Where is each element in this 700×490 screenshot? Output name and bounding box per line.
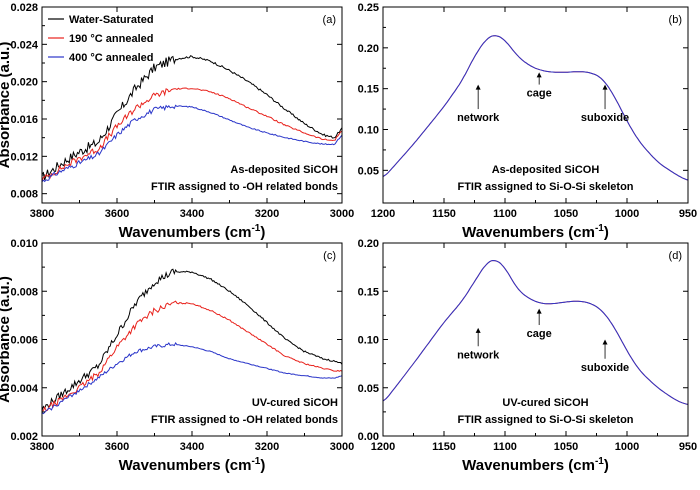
peak-label: network	[457, 349, 500, 361]
x-tick-label: 3800	[30, 208, 54, 220]
series-line-1	[42, 300, 342, 412]
x-axis-title: Wavenumbers (cm-1)	[119, 223, 266, 241]
x-tick-label: 1000	[615, 208, 639, 220]
x-axis-title: Wavenumbers (cm-1)	[462, 223, 609, 241]
x-tick-label: 3800	[30, 441, 54, 453]
y-tick-label: 0.15	[358, 84, 379, 96]
x-tick-label: 1100	[493, 441, 517, 453]
series-line-2	[42, 104, 342, 183]
annotation-text: FTIR assigned to Si-O-Si skeleton	[457, 181, 633, 193]
x-tick-label: 1200	[371, 208, 395, 220]
chart-panel-c: 3800 3600 3400 3200 3000 0.002 0.004 0.006 0.008…	[0, 238, 354, 474]
y-tick-label: 0.10	[358, 335, 379, 347]
x-tick-label: 950	[679, 208, 697, 220]
y-tick-label: 0.05	[358, 165, 379, 177]
label-arrowhead	[536, 72, 542, 78]
annotation-text: FTIR assigned to Si-O-Si skeleton	[457, 414, 633, 426]
y-tick-label: 0.028	[10, 2, 38, 14]
series-line-1	[383, 35, 688, 181]
peak-label: cage	[527, 328, 552, 340]
x-tick-label: 3000	[330, 208, 354, 220]
x-tick-label: 3000	[330, 441, 354, 453]
y-axis-title: Absorbance (a.u.)	[0, 42, 13, 169]
series-line-0	[42, 55, 342, 181]
peak-label: cage	[527, 88, 552, 100]
x-axis-title: Wavenumbers (cm-1)	[119, 456, 266, 474]
x-tick-label: 1050	[554, 208, 578, 220]
y-tick-label: 0.25	[358, 2, 379, 14]
y-tick-label: 0.15	[358, 286, 379, 298]
panel-label: (d)	[669, 250, 682, 262]
x-tick-label: 1200	[371, 441, 395, 453]
y-tick-label: 0.010	[10, 238, 38, 250]
series-line-1	[42, 87, 342, 183]
annotation-text: FTIR assigned to -OH related bonds	[151, 414, 338, 426]
peak-label: suboxide	[581, 362, 629, 374]
x-tick-label: 1150	[432, 441, 456, 453]
y-tick-label: 0.020	[10, 77, 38, 89]
x-tick-label: 1000	[615, 441, 639, 453]
y-tick-label: 0.016	[10, 114, 38, 126]
annotation-text: As-deposited SiCOH	[492, 164, 600, 176]
chart-panel-a: 3800 3600 3400 3200 3000 0.008 0.012 0.016 0.020…	[0, 2, 354, 241]
x-axis-title: Wavenumbers (cm-1)	[462, 456, 609, 474]
x-tick-label: 1100	[493, 208, 517, 220]
x-tick-label: 3400	[180, 208, 204, 220]
x-tick-label: 3200	[255, 441, 279, 453]
label-arrowhead	[602, 339, 608, 345]
label-arrowhead	[536, 308, 542, 314]
x-tick-label: 3600	[105, 208, 129, 220]
legend-entry: 190 °C annealed	[69, 33, 154, 45]
legend-entry: 400 °C annealed	[69, 52, 154, 64]
label-arrowhead	[475, 84, 481, 90]
legend-entry: Water-Saturated	[69, 14, 154, 26]
y-tick-label: 0.012	[10, 151, 38, 163]
y-tick-label: 0.024	[10, 39, 38, 51]
panel-label: (a)	[323, 14, 336, 26]
chart-panel-b: 1200 1150 1100 1050 1000 950 0.05 0.10 0.15 0.20 0…	[358, 2, 698, 241]
series-line-1	[383, 259, 688, 405]
label-arrowhead	[475, 327, 481, 333]
peak-label: network	[457, 112, 500, 124]
y-axis-title: Absorbance (a.u.)	[0, 276, 13, 403]
chart-panel-d: 1200 1150 1100 1050 1000 950 0.00 0.05 0.10 0.15 0…	[358, 238, 698, 474]
peak-label: suboxide	[581, 112, 629, 124]
y-tick-label: 0.05	[358, 383, 379, 395]
y-tick-label: 0.008	[10, 189, 38, 201]
y-tick-label: 0.006	[10, 335, 38, 347]
y-tick-label: 0.002	[10, 431, 38, 443]
annotation-text: UV-cured SiCOH	[252, 397, 338, 409]
x-tick-label: 1050	[554, 441, 578, 453]
x-tick-label: 3200	[255, 208, 279, 220]
y-tick-label: 0.10	[358, 125, 379, 137]
x-tick-label: 3400	[180, 441, 204, 453]
series-line-0	[42, 268, 342, 411]
annotation-text: FTIR assigned to -OH related bonds	[151, 181, 338, 193]
label-arrowhead	[602, 84, 608, 90]
y-tick-label: 0.00	[358, 431, 379, 443]
y-tick-label: 0.004	[10, 383, 38, 395]
annotation-text: As-deposited SiCOH	[230, 164, 338, 176]
annotation-text: UV-cured SiCOH	[502, 397, 588, 409]
series-line-0	[383, 35, 688, 181]
y-tick-label: 0.008	[10, 286, 38, 298]
y-tick-label: 0.20	[358, 238, 379, 250]
x-tick-label: 1150	[432, 208, 456, 220]
x-tick-label: 950	[679, 441, 697, 453]
x-tick-label: 3600	[105, 441, 129, 453]
y-tick-label: 0.20	[358, 43, 379, 55]
series-line-2	[42, 341, 342, 415]
panel-label: (c)	[323, 250, 336, 262]
panel-label: (b)	[669, 14, 682, 26]
